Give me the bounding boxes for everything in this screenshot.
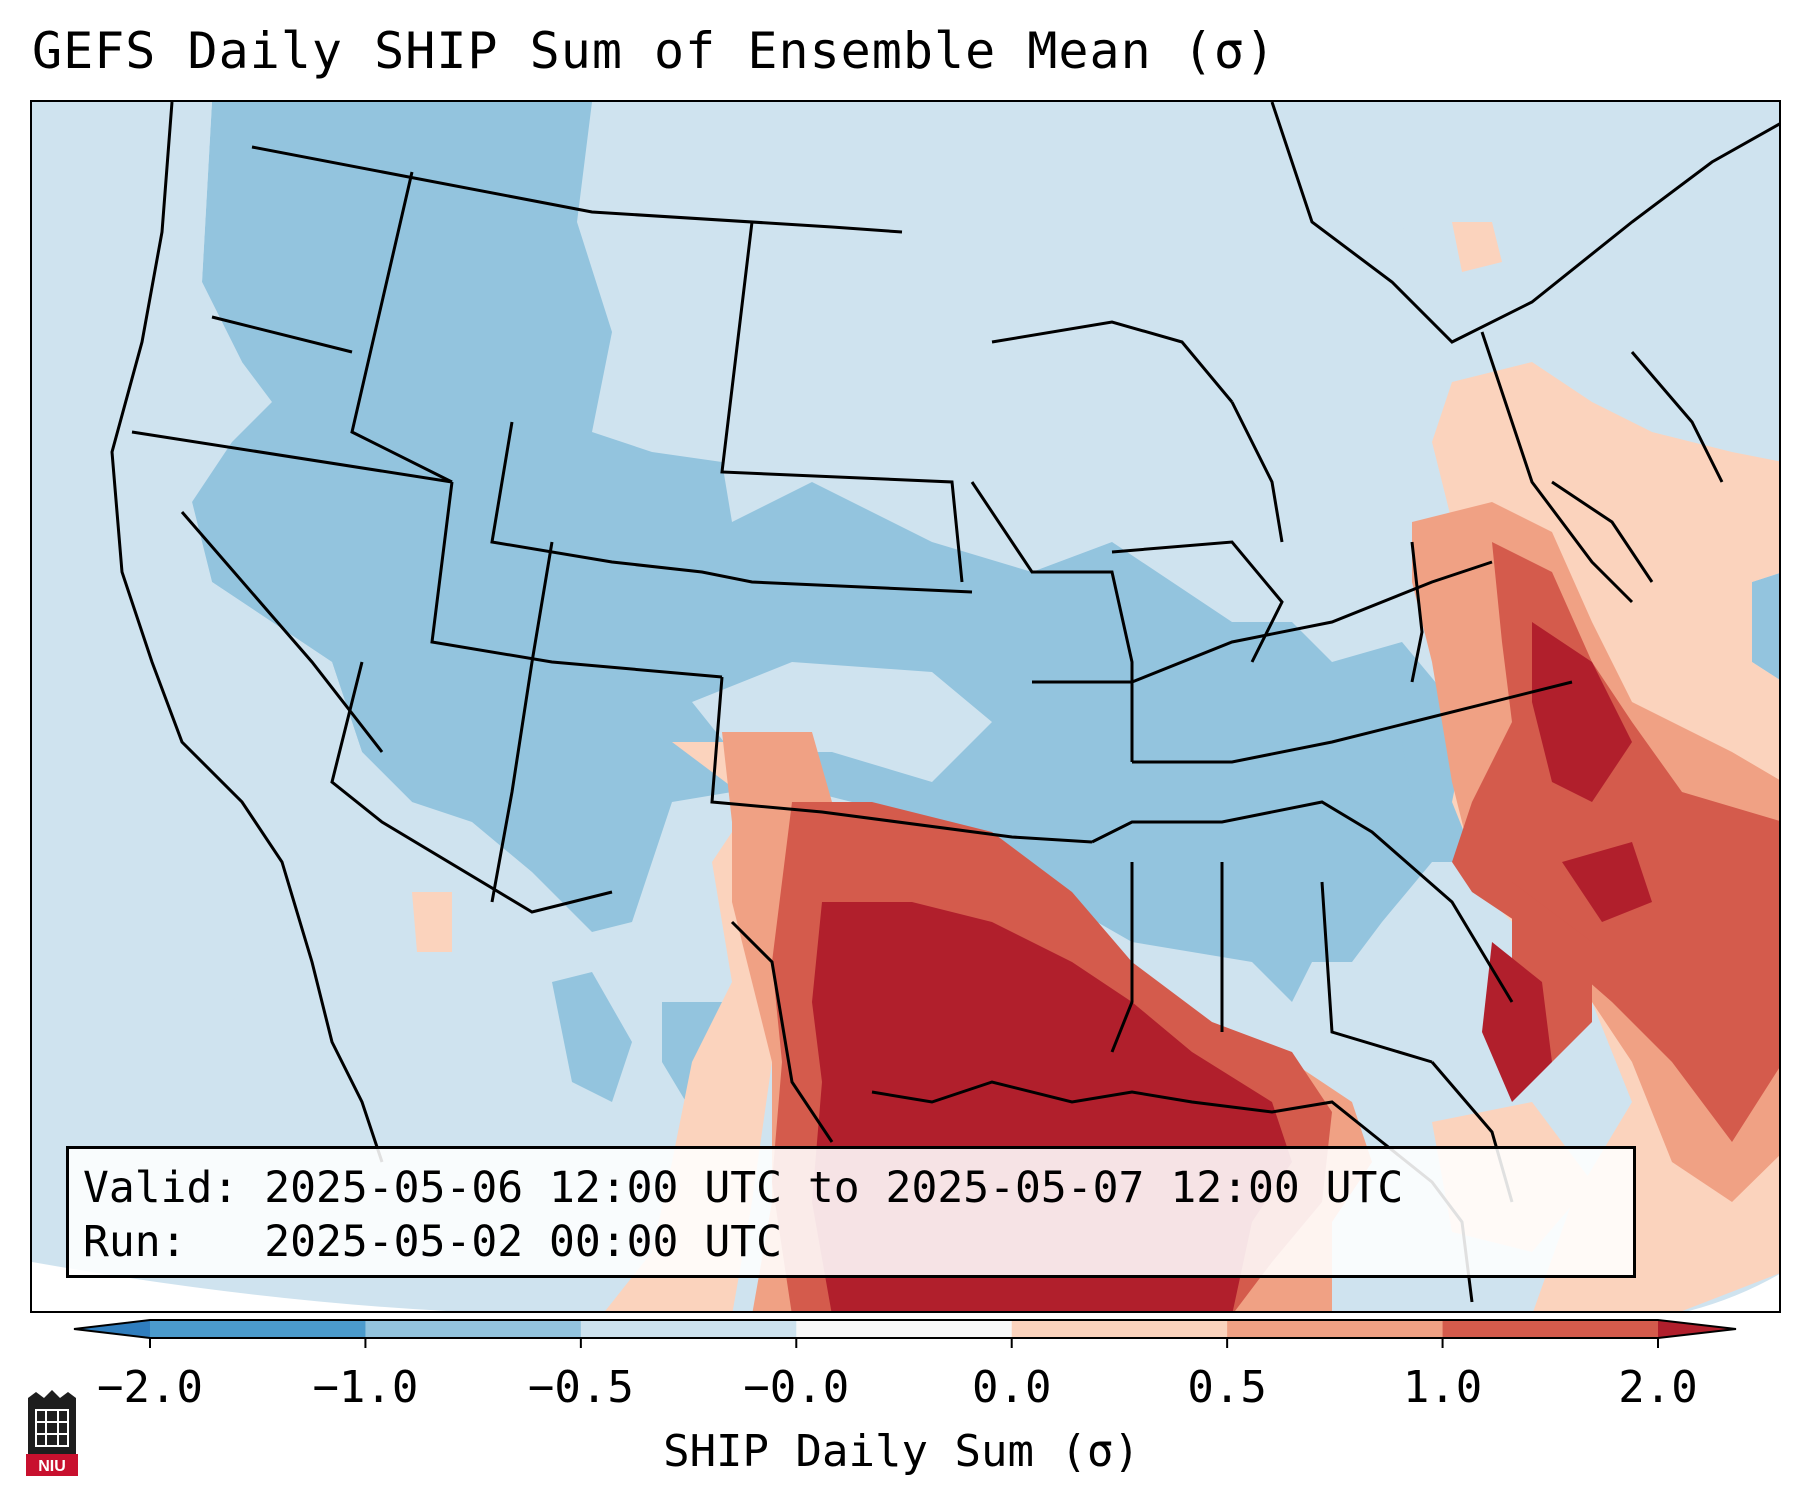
map-panel <box>30 100 1781 1313</box>
colorbar-label: SHIP Daily Sum (σ) <box>663 1426 1140 1477</box>
colorbar-segment <box>1227 1320 1444 1338</box>
colorbar-segment <box>150 1320 366 1338</box>
colorbar-extend-high <box>1658 1320 1736 1338</box>
colorbar-segments <box>74 1320 1736 1338</box>
colorbar-tick-label: 2.0 <box>1618 1362 1698 1413</box>
colorbar-tick-label: 0.0 <box>971 1362 1052 1413</box>
run-value: 2025-05-02 00:00 UTC <box>264 1217 782 1267</box>
colorbar <box>73 1319 1737 1348</box>
valid-run-info-box: Valid: 2025-05-06 12:00 UTC to 2025-05-0… <box>66 1146 1636 1278</box>
colorbar-segment <box>580 1320 797 1338</box>
svg-text:NIU: NIU <box>38 1458 66 1475</box>
valid-label: Valid: <box>83 1163 239 1213</box>
colorbar-tick-label: −1.0 <box>312 1362 419 1413</box>
niu-logo: NIU <box>26 1390 78 1476</box>
colorbar-tick-label: 0.5 <box>1187 1362 1267 1413</box>
colorbar-segment <box>1442 1320 1659 1338</box>
valid-value: 2025-05-06 12:00 UTC to 2025-05-07 12:00… <box>264 1163 1404 1213</box>
colorbar-tick-label: 1.0 <box>1402 1362 1483 1413</box>
run-label: Run: <box>83 1217 187 1267</box>
colorbar-tick-label: −0.0 <box>743 1362 850 1413</box>
map-title: GEFS Daily SHIP Sum of Ensemble Mean (σ) <box>32 22 1277 80</box>
anomaly-map <box>32 102 1779 1311</box>
colorbar-tick-label: −2.0 <box>97 1362 203 1413</box>
domain-edge <box>32 1262 447 1311</box>
colorbar-segment <box>365 1320 582 1338</box>
colorbar-ticks <box>149 1338 1659 1348</box>
colorbar-segment <box>796 1320 1013 1338</box>
colorbar-extend-low <box>74 1320 150 1338</box>
colorbar-segment <box>1011 1320 1228 1338</box>
colorbar-tick-label: −0.5 <box>527 1362 634 1413</box>
